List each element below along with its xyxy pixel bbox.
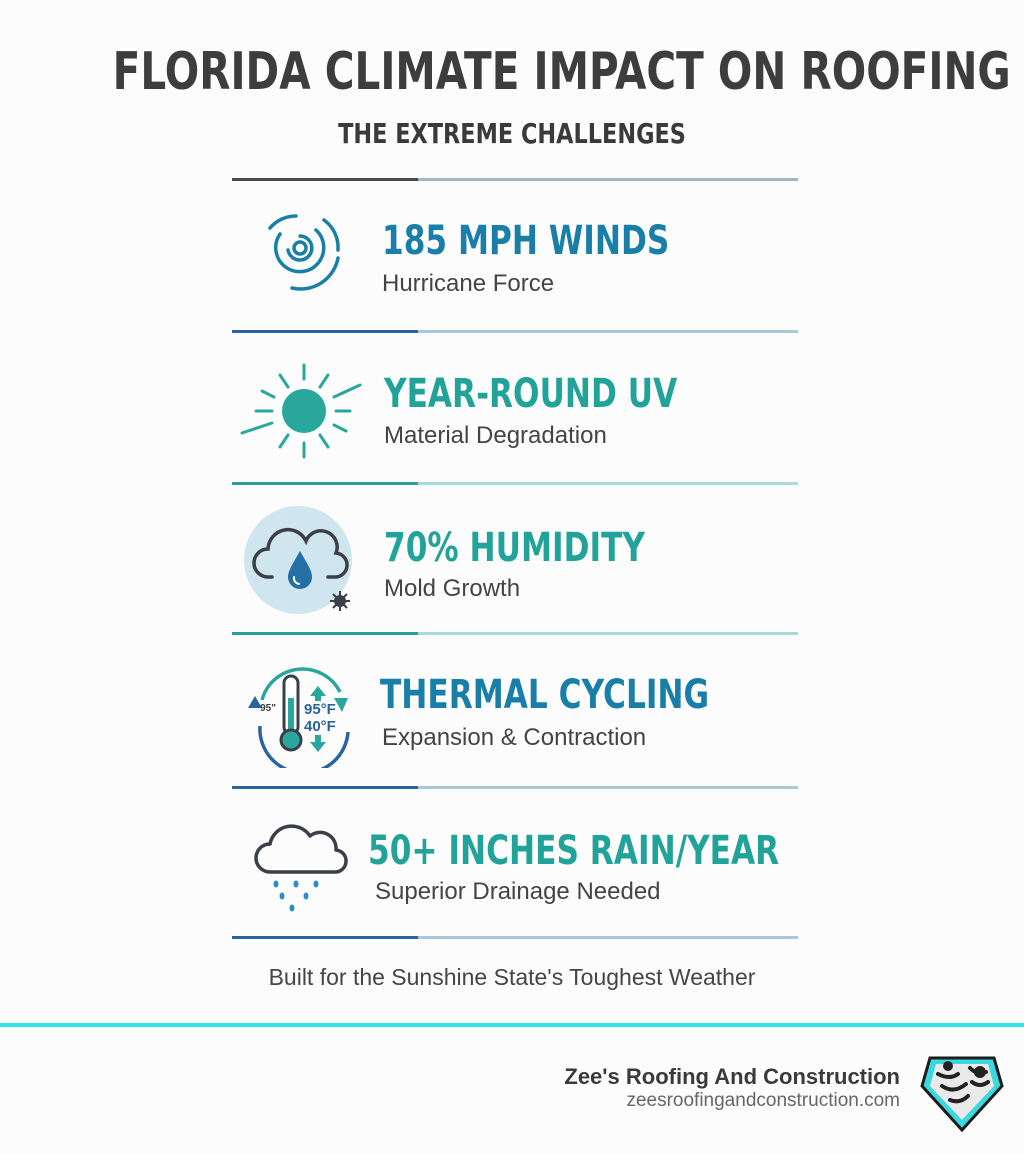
challenge-heading: 70% HUMIDITY: [384, 525, 646, 571]
challenge-heading: THERMAL CYCLING: [380, 672, 710, 718]
challenge-heading: 185 MPH WINDS: [382, 218, 670, 264]
challenge-subheading: Material Degradation: [384, 422, 607, 449]
zebra-shield-logo: [920, 1056, 1004, 1133]
challenge-subheading: Superior Drainage Needed: [375, 878, 661, 905]
page-subtitle: THE EXTREME CHALLENGES: [338, 117, 686, 150]
sun-uv-icon: [240, 363, 362, 459]
challenge-heading: 50+ INCHES RAIN/YEAR: [368, 828, 780, 874]
hurricane-wind-icon: [202, 214, 340, 292]
divider: [232, 178, 798, 181]
brand-block: Zee's Roofing And Construction zeesroofi…: [564, 1064, 900, 1112]
rain-cloud-icon: [254, 824, 348, 912]
thermo-left-label: 95": [260, 703, 276, 714]
divider: [232, 482, 798, 485]
footer-accent-line: [0, 1023, 1024, 1027]
thermometer-cycle-icon: 95" 95°F 40°F: [248, 667, 350, 768]
challenge-heading: YEAR-ROUND UV: [384, 371, 678, 417]
cloud-humidity-mold-icon: [244, 506, 352, 614]
challenge-subheading: Mold Growth: [384, 575, 521, 602]
challenge-subheading: Hurricane Force: [382, 270, 555, 297]
thermo-high-label: 95°F: [304, 701, 336, 718]
company-website[interactable]: zeesroofingandconstruction.com: [626, 1090, 900, 1111]
divider: [232, 786, 798, 789]
page-title: FLORIDA CLIMATE IMPACT ON ROOFING: [112, 42, 1011, 102]
divider: [232, 936, 798, 939]
tagline: Built for the Sunshine State's Toughest …: [268, 964, 756, 990]
divider: [232, 330, 798, 333]
challenge-subheading: Expansion & Contraction: [382, 724, 647, 751]
divider: [232, 632, 798, 635]
company-name: Zee's Roofing And Construction: [564, 1064, 900, 1089]
thermo-low-label: 40°F: [304, 718, 336, 735]
